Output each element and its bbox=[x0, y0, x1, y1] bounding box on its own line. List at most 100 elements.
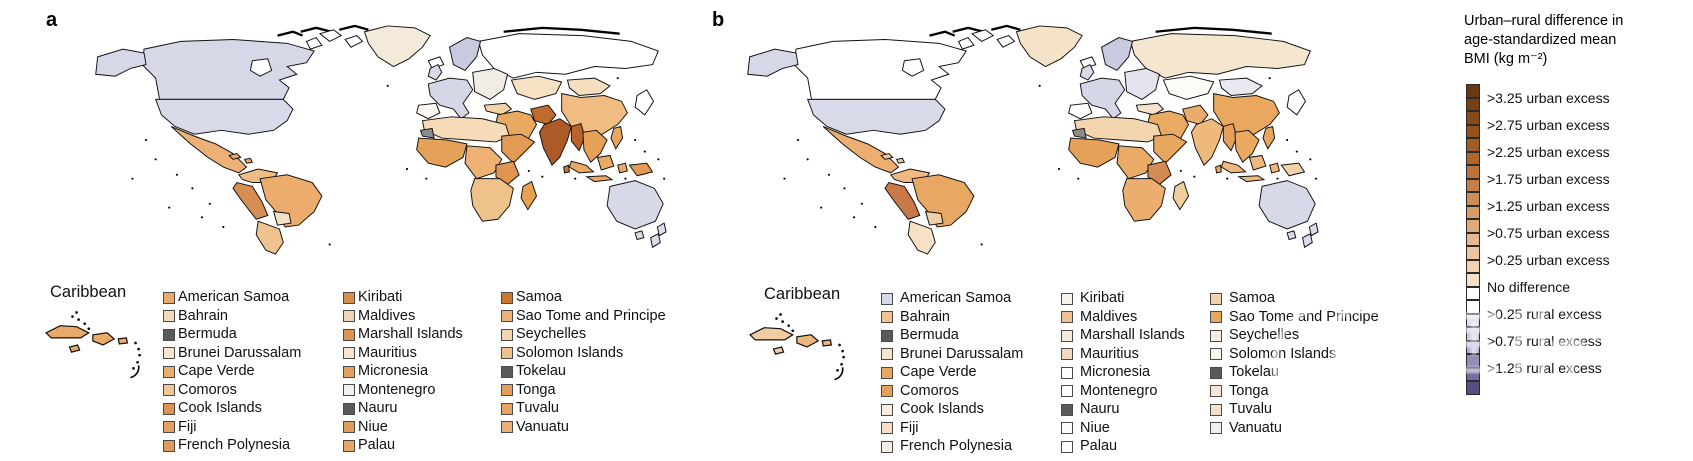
island-name: Niue bbox=[358, 418, 388, 435]
island-name: Tuvalu bbox=[516, 400, 559, 416]
legend-entry-label: >0.75 urban excess bbox=[1487, 224, 1610, 241]
region-scandinavia bbox=[1100, 37, 1134, 72]
island-list-item: Sao Tome and Principe bbox=[1210, 309, 1379, 325]
legend-colorbar-cell bbox=[1466, 124, 1480, 138]
island-name: Sao Tome and Principe bbox=[516, 307, 666, 324]
region-hudson bbox=[249, 58, 273, 77]
island-list-item: Comoros bbox=[881, 382, 959, 399]
ocean-island-speck bbox=[860, 202, 863, 205]
region-scandinavia bbox=[448, 37, 482, 72]
island-name: Montenegro bbox=[1080, 382, 1158, 399]
arctic-coastline bbox=[503, 26, 620, 35]
ocean-island-speck bbox=[1268, 77, 1271, 80]
island-name: Marshall Islands bbox=[1080, 327, 1185, 343]
region-kazakh bbox=[1162, 75, 1215, 100]
island-list-item: Tonga bbox=[1210, 383, 1269, 399]
island-name: Vanuatu bbox=[516, 418, 569, 435]
ocean-island-speck bbox=[208, 202, 211, 205]
region-carib2 bbox=[895, 157, 906, 164]
island-list-item: Bahrain bbox=[163, 308, 228, 324]
island-list-item: Nauru bbox=[1061, 402, 1120, 417]
island-name: Tonga bbox=[516, 381, 556, 398]
island-list-item: Kiribati bbox=[1061, 291, 1124, 306]
ocean-island-speck bbox=[328, 243, 331, 246]
island-list-item: Seychelles bbox=[1210, 328, 1299, 343]
region-arctic1 bbox=[318, 29, 343, 42]
region-cafrica bbox=[464, 145, 503, 180]
region-borneo bbox=[1248, 154, 1267, 171]
island-list-item: Bermuda bbox=[881, 328, 959, 343]
region-australia bbox=[606, 180, 664, 230]
region-tanzania bbox=[1147, 160, 1172, 186]
inset-island-speck bbox=[791, 329, 795, 333]
watermark-logo-glyph bbox=[1368, 326, 1406, 394]
ocean-island-speck bbox=[131, 177, 134, 180]
region-madagascar bbox=[1172, 180, 1190, 211]
watermark-arc bbox=[1272, 306, 1314, 420]
region-iceland bbox=[1079, 56, 1097, 70]
island-name: Cook Islands bbox=[178, 400, 262, 416]
ocean-island-speck bbox=[386, 84, 389, 87]
legend-title-line: Urban–rural difference in bbox=[1464, 13, 1624, 29]
island-name: Maldives bbox=[358, 307, 416, 324]
inset-island-speck bbox=[138, 353, 141, 357]
island-color-swatch bbox=[881, 292, 893, 305]
island-color-swatch bbox=[1210, 348, 1222, 360]
inset-island-speck bbox=[134, 341, 137, 345]
island-name: Brunei Darussalam bbox=[178, 344, 302, 361]
island-color-swatch bbox=[881, 422, 893, 434]
ocean-island-speck bbox=[527, 169, 530, 172]
region-bang bbox=[1222, 122, 1238, 152]
island-list-item: Nauru bbox=[343, 401, 398, 416]
island-color-swatch bbox=[163, 402, 175, 415]
island-list-item: Samoa bbox=[1210, 291, 1275, 306]
island-color-swatch bbox=[343, 347, 355, 359]
island-list-item: Vanuatu bbox=[1210, 420, 1282, 436]
region-arctic3 bbox=[305, 36, 323, 50]
ocean-island-speck bbox=[144, 138, 148, 142]
island-color-swatch bbox=[1061, 385, 1073, 397]
island-list-item: Solomon Islands bbox=[1210, 346, 1336, 362]
island-name: French Polynesia bbox=[178, 437, 291, 453]
island-name: Tokelau bbox=[1229, 364, 1279, 380]
ocean-island-speck bbox=[1286, 138, 1289, 142]
island-list-item: Vanuatu bbox=[501, 418, 569, 435]
island-color-swatch bbox=[1061, 440, 1073, 453]
ocean-island-speck bbox=[657, 158, 660, 161]
island-name: Fiji bbox=[178, 418, 197, 435]
region-eeurope bbox=[1124, 67, 1161, 100]
region-australia bbox=[1258, 180, 1316, 230]
island-list-item: Bahrain bbox=[881, 309, 950, 325]
region-kazakh bbox=[510, 75, 563, 100]
region-tanzania bbox=[495, 160, 520, 186]
arctic-coastline bbox=[1155, 26, 1272, 35]
region-sumatra bbox=[1220, 160, 1247, 174]
legend-entry-label: >1.25 urban excess bbox=[1487, 197, 1610, 214]
region-turkey bbox=[483, 102, 513, 116]
island-color-swatch bbox=[1210, 311, 1222, 323]
region-japan bbox=[634, 89, 655, 116]
island-list-item: Mauritius bbox=[1061, 346, 1139, 362]
legend-colorbar-cell bbox=[1466, 232, 1480, 246]
island-color-swatch bbox=[881, 440, 893, 453]
region-weurope bbox=[427, 77, 474, 120]
island-list-item: Fiji bbox=[163, 418, 197, 435]
legend-colorbar-cell bbox=[1466, 300, 1480, 314]
region-philippines bbox=[1262, 125, 1276, 150]
region-iberia bbox=[416, 102, 441, 120]
island-list-item: Niue bbox=[1061, 420, 1110, 436]
legend-colorbar-cell bbox=[1466, 84, 1480, 98]
island-list-item: Comoros bbox=[163, 382, 237, 398]
region-horn bbox=[501, 133, 536, 164]
region-png bbox=[1280, 162, 1306, 177]
island-name: Cook Islands bbox=[900, 401, 984, 417]
region-philippines bbox=[610, 125, 624, 150]
region-mongolia bbox=[566, 77, 611, 97]
region-argentina bbox=[255, 220, 284, 255]
region-russia bbox=[477, 33, 659, 79]
island-name: Comoros bbox=[900, 382, 959, 399]
ocean-island-speck bbox=[1276, 177, 1279, 180]
island-color-swatch bbox=[501, 328, 513, 341]
legend-colorbar-cell bbox=[1466, 219, 1480, 233]
ocean-island-speck bbox=[1295, 150, 1298, 153]
